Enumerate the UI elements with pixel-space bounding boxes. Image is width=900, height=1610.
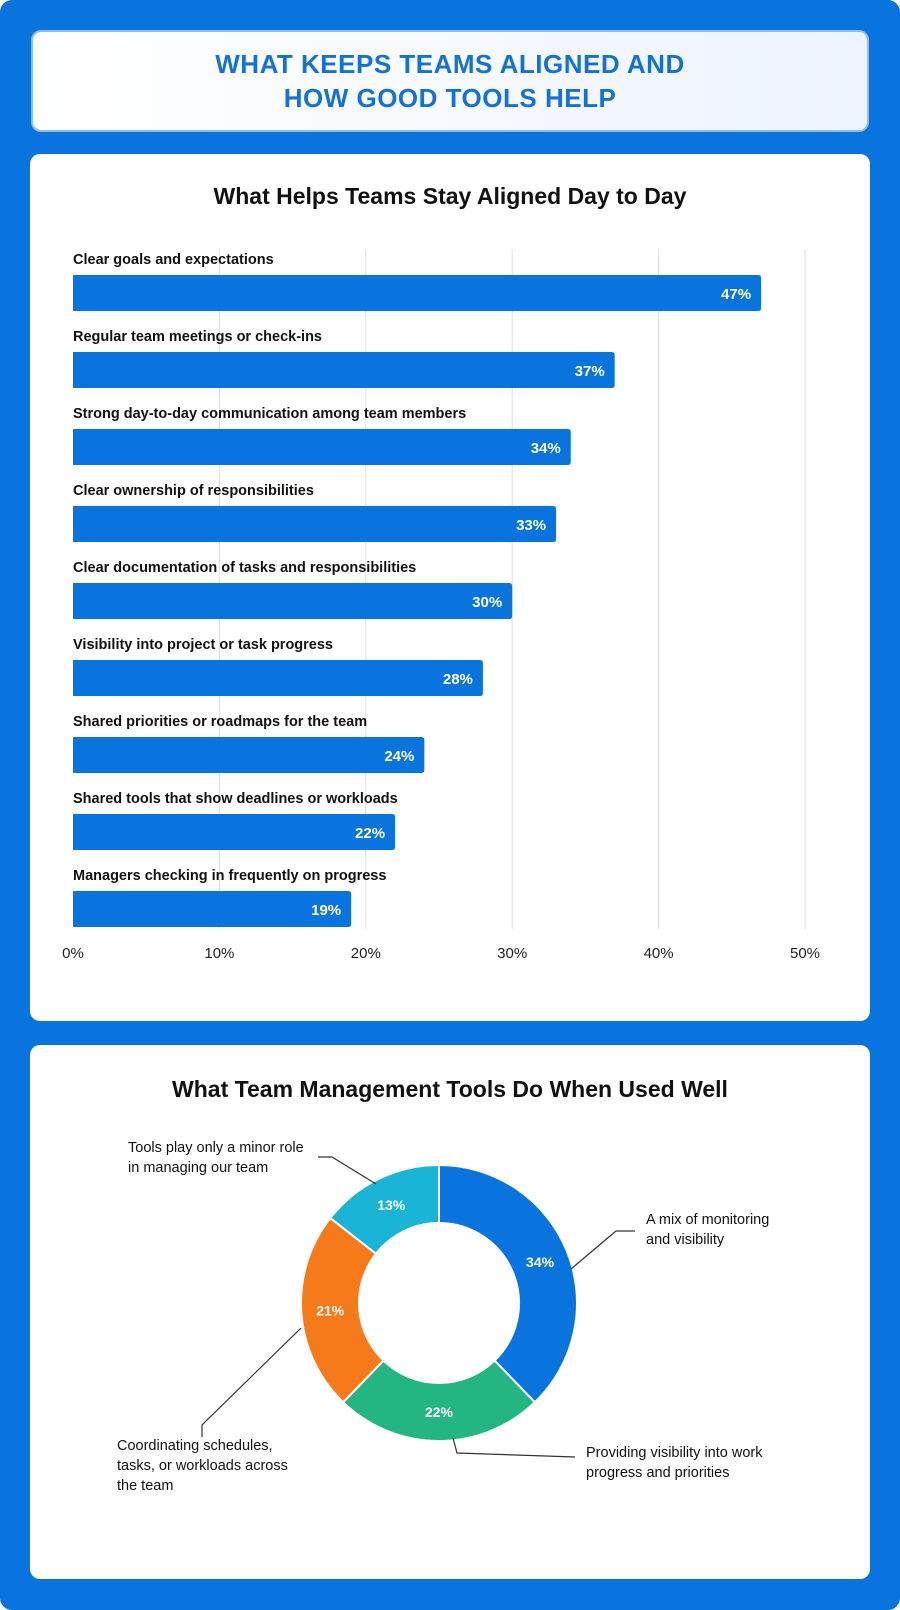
- bar-category-label: Clear ownership of responsibilities: [73, 483, 314, 499]
- x-tick-label: 50%: [790, 945, 820, 962]
- donut-chart-card: What Team Management Tools Do When Used …: [30, 1045, 870, 1579]
- donut-slice: [438, 1163, 578, 1404]
- leader-line: [452, 1437, 576, 1458]
- bar-value-label: 30%: [472, 594, 502, 611]
- bar: [73, 429, 571, 465]
- bar: [73, 352, 615, 388]
- bar-value-label: 34%: [531, 440, 561, 457]
- callout-label: Tools play only a minor role in managing …: [128, 1140, 304, 1176]
- bar-value-label: 22%: [355, 825, 385, 842]
- callout-label: Providing visibility into work progress a…: [586, 1445, 763, 1481]
- callout-label: A mix of monitoring and visibility: [646, 1212, 769, 1248]
- x-tick-label: 30%: [497, 945, 527, 962]
- bar-category-label: Clear goals and expectations: [73, 252, 274, 268]
- leader-line: [318, 1156, 377, 1185]
- slice-value-label: 34%: [526, 1254, 555, 1270]
- bar: [73, 275, 762, 311]
- slice-value-label: 21%: [316, 1303, 345, 1319]
- x-tick-label: 20%: [351, 945, 381, 962]
- leader-line: [201, 1327, 302, 1437]
- page-title: WHAT KEEPS TEAMS ALIGNED AND HOW GOOD TO…: [215, 49, 685, 113]
- slice-value-label: 22%: [425, 1404, 454, 1420]
- bar-value-label: 47%: [721, 286, 751, 303]
- donut-chart-title: What Team Management Tools Do When Used …: [172, 1076, 728, 1102]
- donut-slice: [341, 1359, 537, 1442]
- bar-value-label: 19%: [311, 902, 341, 919]
- bar-value-label: 28%: [443, 671, 473, 688]
- bar: [73, 891, 352, 927]
- callout-label: Coordinating schedules, tasks, or workloa…: [117, 1438, 288, 1494]
- donut-slice: [300, 1216, 385, 1404]
- bar-category-label: Shared tools that show deadlines or work…: [73, 791, 398, 807]
- bar-value-label: 24%: [384, 748, 414, 765]
- x-tick-label: 0%: [62, 945, 84, 962]
- bar: [73, 814, 396, 850]
- bar-value-label: 37%: [575, 363, 605, 380]
- leader-line: [570, 1230, 635, 1270]
- bar: [73, 660, 483, 696]
- bar-category-label: Visibility into project or task progress: [73, 637, 333, 653]
- bar-value-label: 33%: [516, 517, 546, 534]
- bar-category-label: Managers checking in frequently on progr…: [73, 868, 386, 884]
- donut-chart: 34% 22% 21% 13% A mix of monitoring and visib…: [117, 1140, 769, 1494]
- bar-chart-card: What Helps Teams Stay Aligned Day to Day…: [30, 154, 870, 1021]
- bar: [73, 506, 557, 542]
- header-banner: WHAT KEEPS TEAMS ALIGNED AND HOW GOOD TO…: [31, 30, 869, 132]
- x-tick-label: 10%: [204, 945, 234, 962]
- x-tick-label: 40%: [644, 945, 674, 962]
- bar: [73, 583, 513, 619]
- bar: [73, 737, 425, 773]
- bar-chart: 0% 10% 20% 30% 40% 50% Clear goals and expecta…: [62, 249, 820, 962]
- bar-category-label: Shared priorities or roadmaps for the te…: [73, 714, 367, 730]
- donut-slice: [328, 1163, 440, 1256]
- slice-value-label: 13%: [377, 1197, 406, 1213]
- bar-chart-title: What Helps Teams Stay Aligned Day to Day: [213, 183, 687, 209]
- bar-category-label: Regular team meetings or check-ins: [73, 329, 322, 345]
- bar-category-label: Clear documentation of tasks and respons…: [73, 560, 416, 576]
- bar-category-label: Strong day-to-day communication among te…: [73, 406, 466, 422]
